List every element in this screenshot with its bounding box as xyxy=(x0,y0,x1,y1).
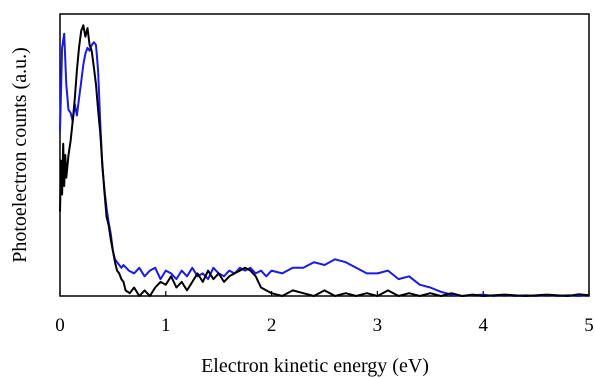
series-lines xyxy=(60,25,589,296)
y-axis-label: Photoelectron counts (a.u.) xyxy=(9,47,31,263)
x-tick-label-0: 0 xyxy=(55,315,65,336)
x-tick-label-5: 5 xyxy=(584,315,594,336)
x-tick-label-2: 2 xyxy=(267,315,277,336)
series-line-1 xyxy=(60,25,589,296)
x-tick-label-1: 1 xyxy=(161,315,171,336)
x-axis-tick-labels: 0 1 2 3 4 5 xyxy=(55,315,594,336)
x-axis-label: Electron kinetic energy (eV) xyxy=(201,355,429,377)
x-tick-label-3: 3 xyxy=(373,315,383,336)
series-line-0 xyxy=(60,34,589,296)
x-tick-label-4: 4 xyxy=(478,315,488,336)
plot-area-frame xyxy=(60,14,589,296)
